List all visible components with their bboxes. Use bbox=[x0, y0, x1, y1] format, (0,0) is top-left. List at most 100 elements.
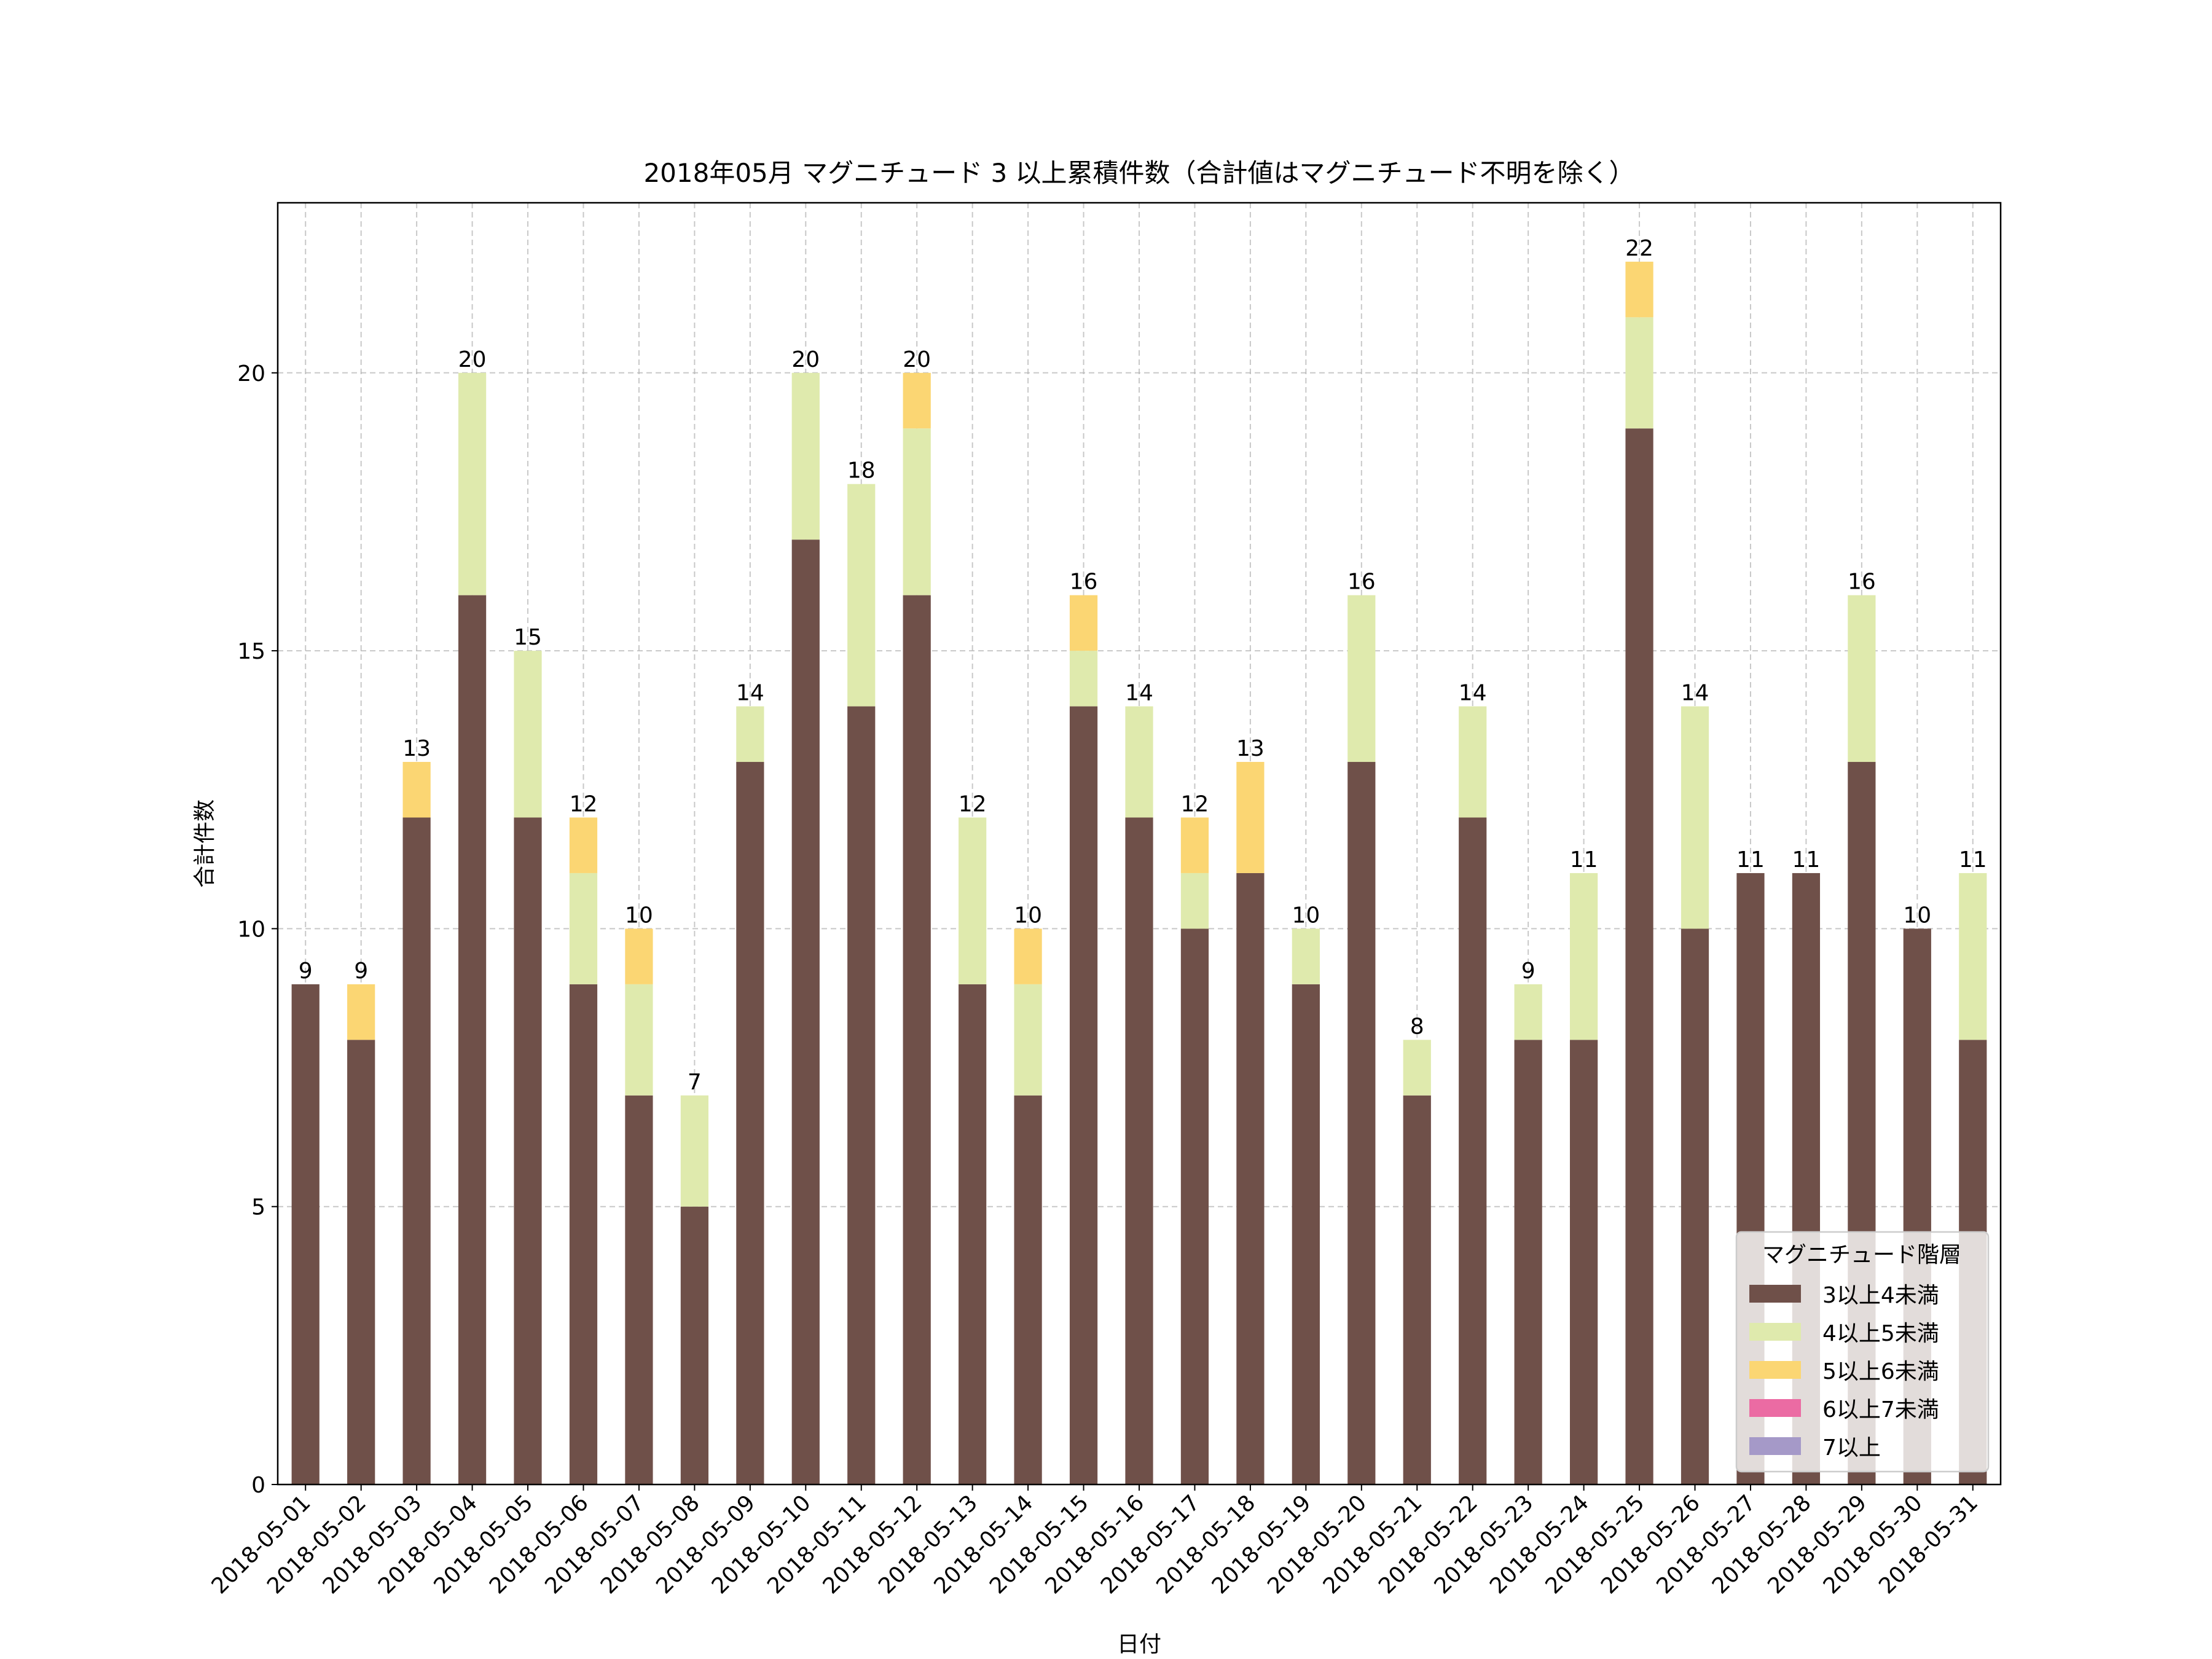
bar-segment-1 bbox=[625, 984, 653, 1096]
bar-segment-0 bbox=[1681, 928, 1709, 1484]
bar-segment-2 bbox=[1014, 928, 1042, 984]
bar-segment-2 bbox=[569, 817, 598, 873]
bar-segment-1 bbox=[736, 706, 764, 763]
bar-segment-1 bbox=[847, 484, 876, 707]
bar-segment-0 bbox=[791, 539, 820, 1485]
total-label: 20 bbox=[791, 347, 820, 372]
bar-segment-2 bbox=[347, 984, 375, 1040]
bar-segment-0 bbox=[959, 984, 987, 1484]
bar-segment-2 bbox=[402, 762, 431, 818]
y-tick-label: 10 bbox=[237, 917, 265, 942]
y-axis-label: 合計件数 bbox=[192, 799, 218, 888]
total-label: 22 bbox=[1625, 236, 1653, 261]
legend-swatch bbox=[1749, 1285, 1801, 1303]
bar-segment-1 bbox=[1069, 651, 1098, 707]
total-label: 10 bbox=[1014, 903, 1042, 928]
total-label: 11 bbox=[1792, 847, 1821, 873]
bar-segment-0 bbox=[1125, 817, 1153, 1484]
legend-label: 7以上 bbox=[1822, 1435, 1881, 1461]
bar-segment-0 bbox=[847, 706, 876, 1484]
bar-segment-1 bbox=[1347, 595, 1376, 763]
bar-segment-1 bbox=[1848, 595, 1876, 763]
bar-segment-0 bbox=[625, 1095, 653, 1484]
bar-segment-0 bbox=[458, 595, 487, 1484]
bar-segment-1 bbox=[458, 372, 487, 595]
bar-segment-0 bbox=[402, 817, 431, 1484]
total-label: 13 bbox=[402, 736, 431, 761]
bar-segment-0 bbox=[1403, 1095, 1431, 1484]
bar-segment-1 bbox=[1180, 873, 1209, 929]
total-label: 10 bbox=[625, 903, 653, 928]
total-label: 20 bbox=[903, 347, 931, 372]
bar-segment-2 bbox=[1236, 762, 1265, 873]
bar-segment-1 bbox=[1292, 928, 1320, 984]
legend-swatch bbox=[1749, 1361, 1801, 1379]
bar-segment-1 bbox=[569, 873, 598, 984]
bar-segment-1 bbox=[1459, 706, 1487, 818]
bar-segment-1 bbox=[1625, 317, 1653, 429]
bar-segment-0 bbox=[1625, 428, 1653, 1484]
total-label: 20 bbox=[458, 347, 487, 372]
total-label: 9 bbox=[1521, 959, 1535, 984]
total-label: 9 bbox=[354, 959, 368, 984]
bar-segment-2 bbox=[903, 372, 931, 429]
y-tick-label: 20 bbox=[237, 361, 265, 386]
bar-segment-1 bbox=[1514, 984, 1542, 1040]
total-label: 15 bbox=[514, 625, 542, 650]
bar-segment-1 bbox=[791, 372, 820, 540]
total-label: 14 bbox=[1681, 681, 1709, 706]
total-label: 8 bbox=[1410, 1014, 1424, 1039]
x-axis-label: 日付 bbox=[1117, 1632, 1161, 1657]
bar-segment-0 bbox=[736, 762, 764, 1484]
bar-segment-0 bbox=[347, 1040, 375, 1484]
bar-segment-1 bbox=[959, 817, 987, 984]
bar-segment-1 bbox=[1403, 1040, 1431, 1096]
total-label: 12 bbox=[1181, 791, 1209, 817]
total-label: 16 bbox=[1070, 570, 1098, 595]
bar-segment-1 bbox=[903, 428, 931, 595]
total-label: 10 bbox=[1292, 903, 1320, 928]
data-labels: 9 9 13 20 15 12 10 7 14 20 18 20 12 10 16 14 12 13 10 16 8 14… bbox=[299, 236, 1987, 1095]
legend-label: 4以上5未満 bbox=[1822, 1321, 1939, 1346]
bar-segment-1 bbox=[1125, 706, 1153, 818]
bar-segment-1 bbox=[680, 1095, 708, 1207]
x-axis: 2018-05-012018-05-022018-05-032018-05-04… bbox=[207, 1484, 1983, 1599]
total-label: 9 bbox=[299, 959, 313, 984]
total-label: 14 bbox=[1125, 681, 1153, 706]
legend-label: 6以上7未満 bbox=[1822, 1397, 1939, 1422]
bar-segment-0 bbox=[1180, 928, 1209, 1484]
total-label: 11 bbox=[1570, 847, 1598, 873]
bar-segment-0 bbox=[291, 984, 320, 1484]
y-tick-label: 15 bbox=[237, 639, 265, 664]
total-label: 12 bbox=[959, 791, 987, 817]
legend-swatch bbox=[1749, 1437, 1801, 1455]
bar-segment-1 bbox=[1570, 873, 1598, 1040]
legend-swatch bbox=[1749, 1399, 1801, 1417]
total-label: 14 bbox=[1459, 681, 1487, 706]
bar-segment-1 bbox=[1014, 984, 1042, 1096]
total-label: 13 bbox=[1236, 736, 1265, 761]
y-axis: 0 5 10 15 20 bbox=[237, 361, 278, 1498]
bar-segment-0 bbox=[569, 984, 598, 1484]
bar-segment-0 bbox=[1292, 984, 1320, 1484]
bar-segment-2 bbox=[625, 928, 653, 984]
legend-title: マグニチュード階層 bbox=[1762, 1242, 1961, 1268]
legend-label: 5以上6未満 bbox=[1822, 1359, 1939, 1384]
total-label: 10 bbox=[1903, 903, 1931, 928]
total-label: 16 bbox=[1347, 570, 1376, 595]
total-label: 14 bbox=[736, 681, 764, 706]
bar-segment-0 bbox=[1014, 1095, 1042, 1484]
y-tick-label: 0 bbox=[251, 1473, 265, 1498]
bar-segment-1 bbox=[1681, 706, 1709, 929]
total-label: 7 bbox=[688, 1070, 702, 1095]
bar-segment-0 bbox=[1570, 1040, 1598, 1484]
bar-segment-0 bbox=[1236, 873, 1265, 1484]
chart-title: 2018年05月 マグニチュード 3 以上累積件数（合計値はマグニチュード不明を… bbox=[643, 158, 1634, 188]
total-label: 11 bbox=[1959, 847, 1987, 873]
bar-segment-2 bbox=[1069, 595, 1098, 651]
bars bbox=[291, 261, 1987, 1485]
bar-segment-0 bbox=[1514, 1040, 1542, 1484]
bar-segment-2 bbox=[1625, 261, 1653, 318]
bar-segment-1 bbox=[514, 651, 542, 818]
